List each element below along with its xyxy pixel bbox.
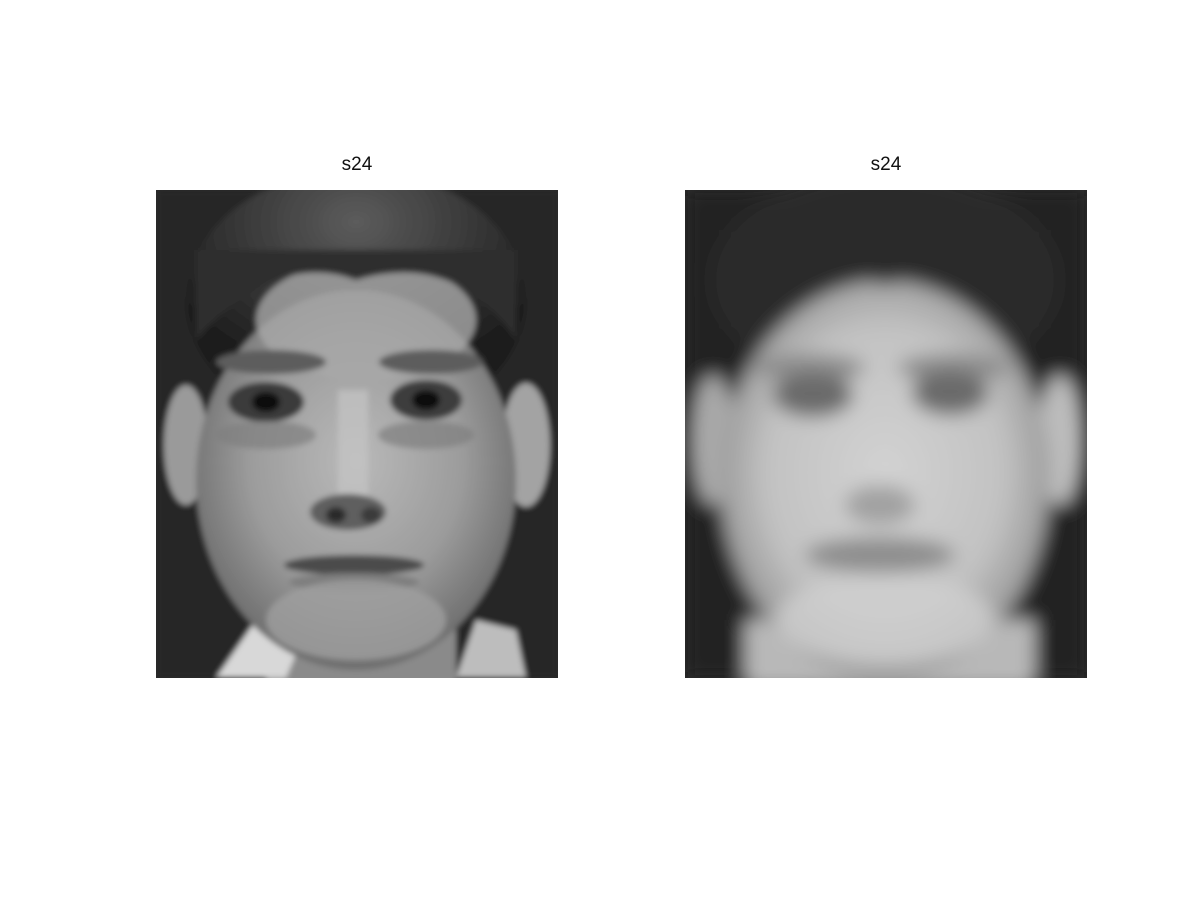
subplot-title: s24 <box>341 154 373 175</box>
subplot-original: s24 <box>156 0 558 900</box>
face-image-original <box>156 190 558 678</box>
subplot-title: s24 <box>870 154 902 175</box>
subplot-reconstruction: s24 <box>685 0 1087 900</box>
face-image-reconstruction <box>685 190 1087 678</box>
